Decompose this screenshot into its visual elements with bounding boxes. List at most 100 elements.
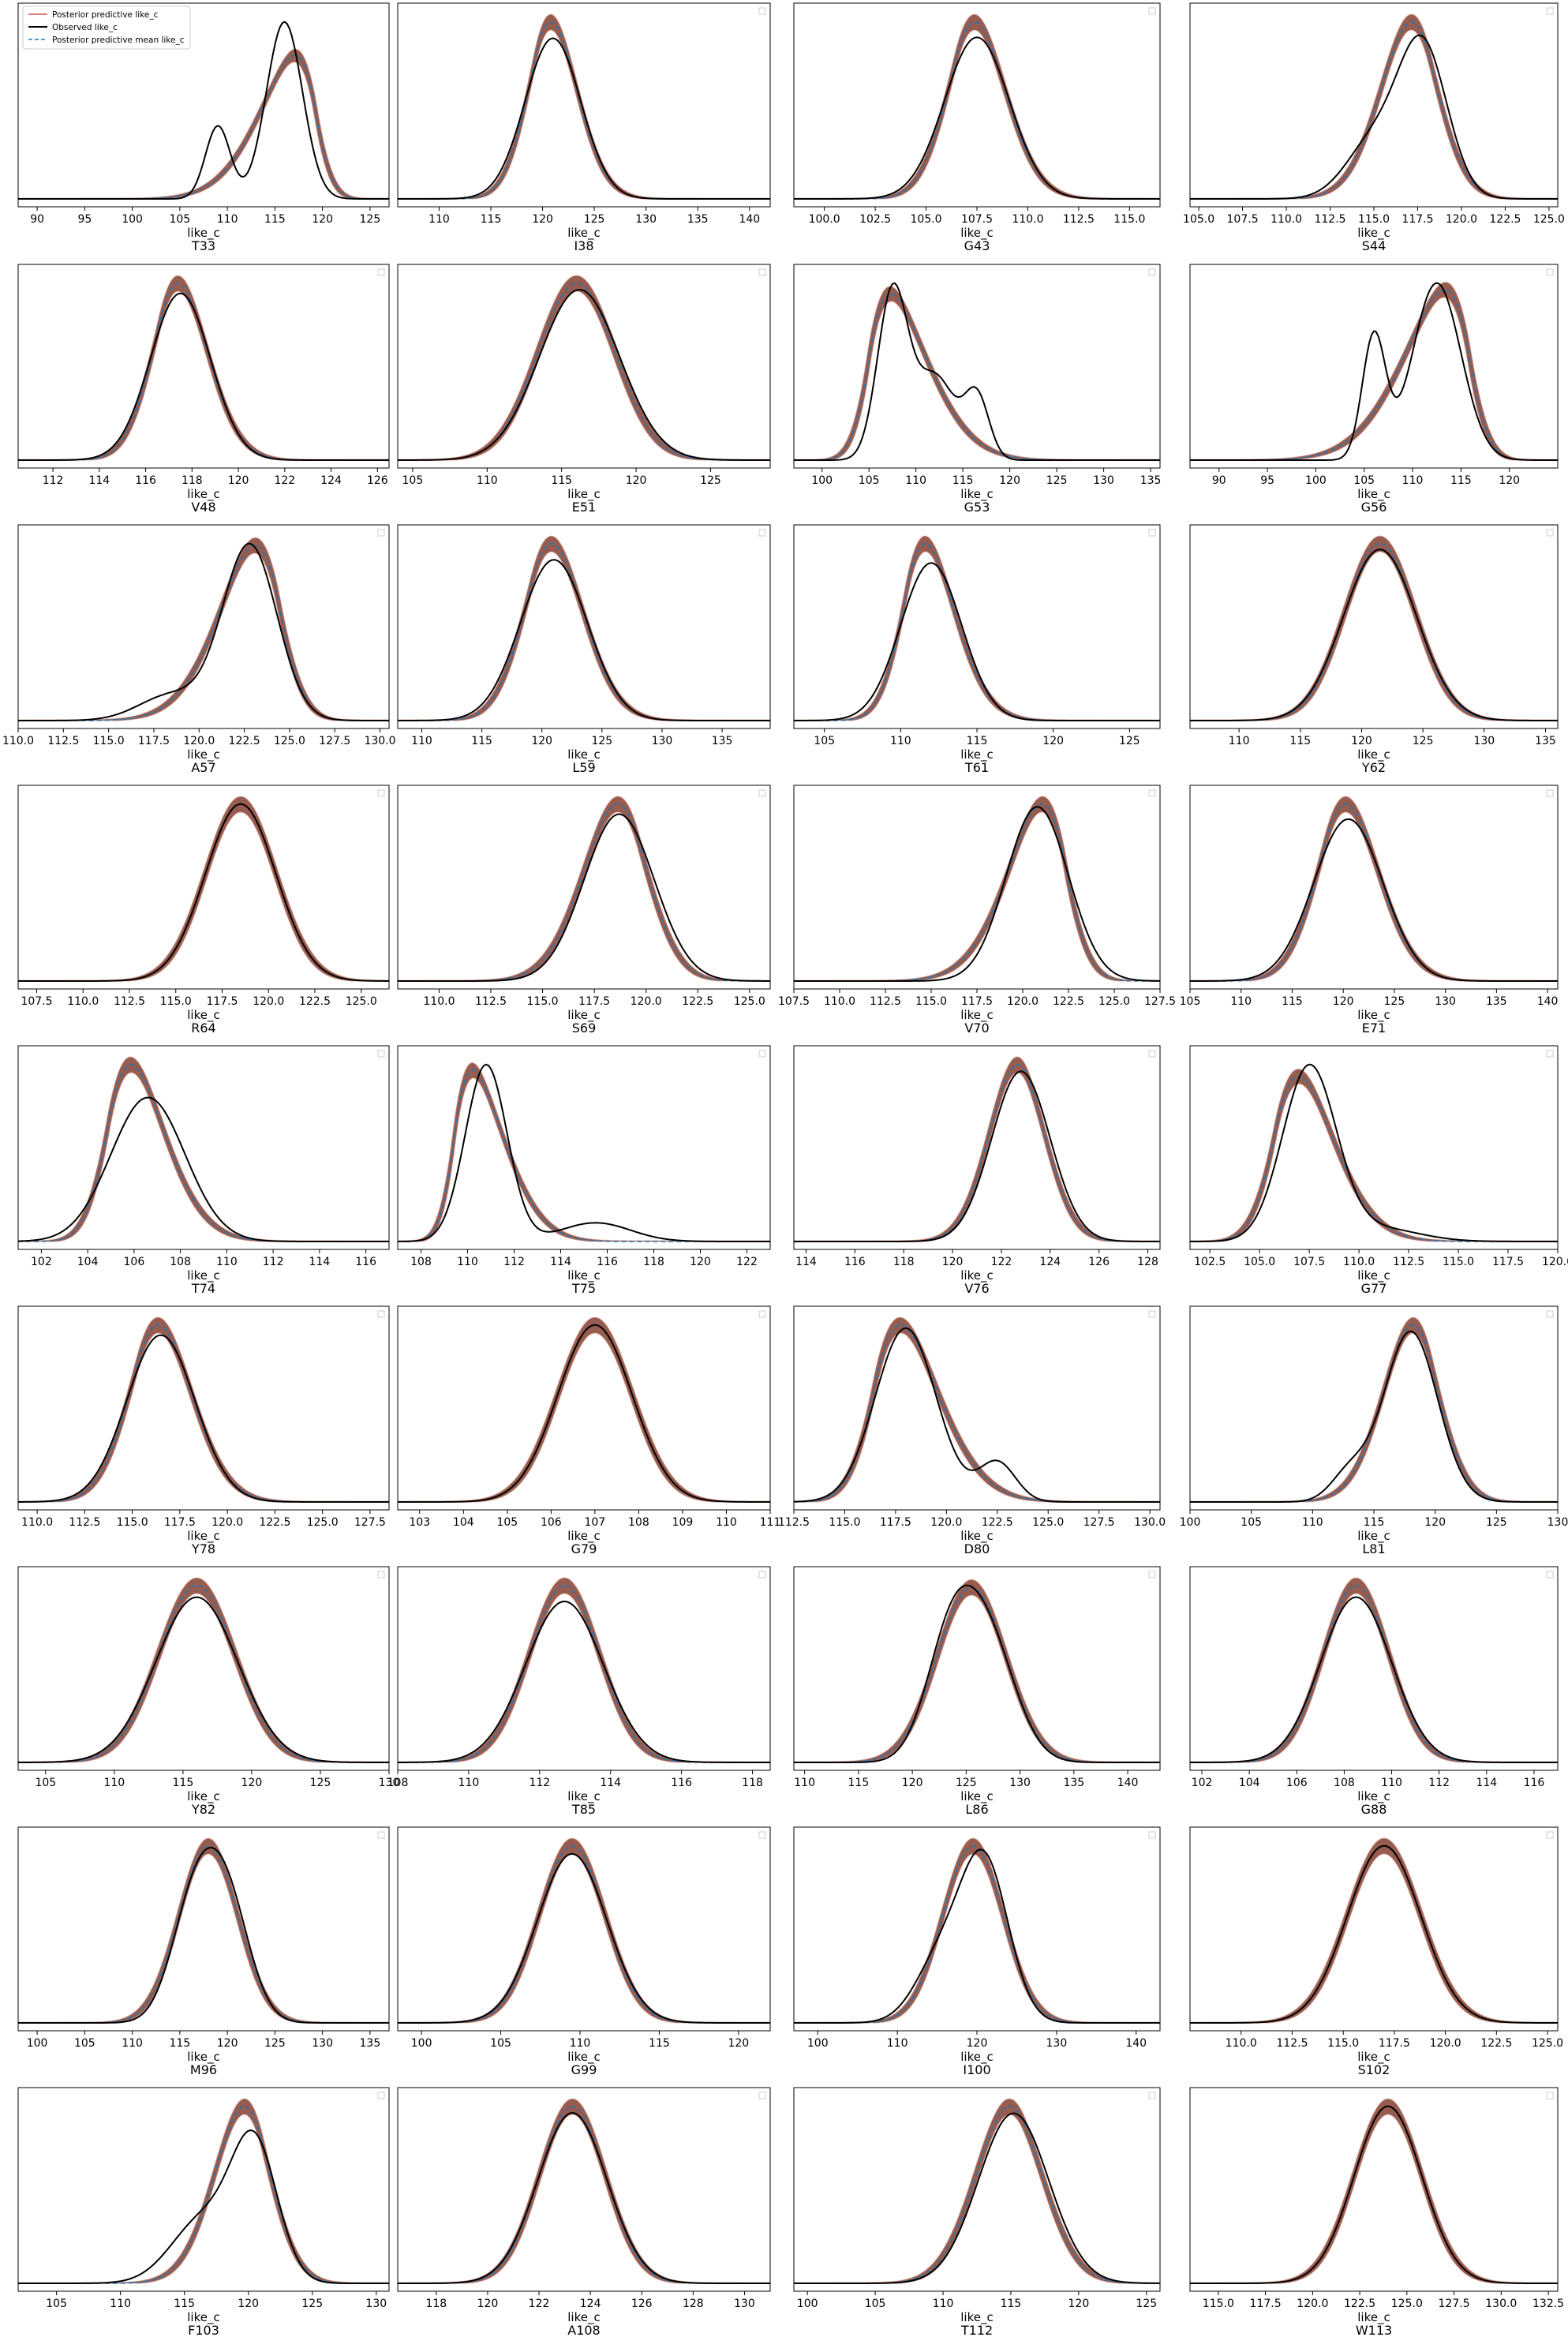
empty-legend-box [377, 789, 385, 797]
empty-legend-box [758, 1310, 766, 1318]
x-tick-label: 110 [1402, 474, 1424, 487]
x-axis-label: like_c [567, 487, 600, 502]
x-tick-label: 110.0 [1012, 213, 1043, 226]
x-axis-label: like_c [187, 226, 219, 241]
x-tick-label: 112.5 [475, 995, 507, 1008]
axes-frame [1189, 524, 1559, 729]
x-tick-label: 110.0 [1343, 1256, 1375, 1268]
x-axis-label: like_c [1357, 1008, 1390, 1023]
empty-legend-box [1546, 1050, 1554, 1058]
x-tick-label: 125 [1046, 474, 1068, 487]
panel-title: V48 [191, 500, 215, 515]
x-tick-label: 112.5 [1276, 2037, 1308, 2050]
x-axis-label: like_c [960, 487, 993, 502]
x-tick-label: 126 [631, 2298, 653, 2310]
x-tick-label: 115.0 [160, 995, 192, 1008]
panel-title: T112 [960, 2323, 993, 2338]
x-tick-label: 110.0 [2, 735, 34, 747]
observed-line [793, 36, 1161, 200]
observed-line [1190, 1845, 1559, 2024]
x-tick-label: 115.0 [117, 1516, 148, 1529]
x-tick-label: 125 [310, 1777, 331, 1789]
empty-legend-box [377, 2092, 385, 2099]
panel-title: G88 [1361, 1802, 1387, 1817]
panel-title: G77 [1361, 1281, 1387, 1296]
observed-line [1190, 2105, 1559, 2284]
panel-s44: 105.0 107.5 110.0 112.5 115.0 117.5 120.0 122.5… [1183, 2, 1565, 253]
panel-title: T75 [571, 1281, 596, 1296]
x-tick-label: 118 [893, 1256, 915, 1268]
panel-title: V70 [964, 1021, 989, 1036]
x-tick-label: 125 [1486, 1516, 1507, 1529]
x-tick-label: 95 [77, 213, 92, 226]
axes-frame [397, 524, 771, 729]
observed-line [397, 1601, 770, 1763]
panel-title: I100 [963, 2062, 990, 2077]
x-tick-label: 110 [477, 474, 498, 487]
observed-line [17, 542, 390, 721]
legend-label: Posterior predictive like_c [52, 10, 159, 20]
x-tick-label: 110 [458, 1777, 480, 1789]
x-tick-label: 132.5 [1532, 2298, 1564, 2310]
axes-frame [793, 1566, 1161, 1771]
x-tick-label: 102 [1192, 1777, 1213, 1789]
posterior-mean-line [1190, 2105, 1559, 2284]
x-tick-label: 120 [1499, 474, 1520, 487]
x-tick-label: 126 [367, 474, 388, 487]
x-tick-label: 102.5 [859, 213, 891, 226]
posterior-mean-line [794, 1845, 1160, 2024]
x-tick-label: 122.5 [1344, 2298, 1375, 2310]
x-tick-label: 115.0 [1203, 2298, 1234, 2310]
posterior-mean-line [794, 1586, 1160, 1763]
observed-line [397, 1063, 770, 1242]
x-tick-label: 120 [1333, 995, 1354, 1008]
x-tick-label: 106 [541, 1516, 562, 1529]
panel-title: A57 [191, 760, 215, 775]
x-tick-label: 120 [217, 2037, 238, 2050]
x-tick-label: 100 [27, 2037, 48, 2050]
x-tick-label: 111 [760, 1516, 781, 1529]
panel-title: S69 [572, 1021, 597, 1036]
empty-legend-box [1148, 1310, 1156, 1318]
axes-frame [793, 1045, 1161, 1250]
x-tick-label: 135 [360, 2037, 381, 2050]
x-tick-label: 105 [496, 1516, 518, 1529]
panel-title: T33 [191, 238, 215, 253]
posterior-mean-line [398, 21, 770, 200]
x-tick-label: 115 [967, 735, 988, 747]
empty-legend-box [1546, 1310, 1554, 1318]
x-axis-label: like_c [187, 2050, 219, 2065]
x-axis-label: like_c [187, 2310, 219, 2325]
x-tick-label: 110.0 [423, 995, 455, 1008]
x-tick-label: 110 [1229, 735, 1250, 747]
x-axis-label: like_c [1357, 226, 1390, 241]
x-tick-label: 100 [122, 213, 143, 226]
x-axis-label: like_c [187, 1008, 219, 1023]
x-tick-label: 110 [1230, 995, 1252, 1008]
empty-legend-box [758, 1050, 766, 1058]
panel-title: G79 [571, 1541, 597, 1556]
x-tick-label: 108 [1334, 1777, 1355, 1789]
x-tick-label: 105 [814, 735, 835, 747]
x-tick-label: 130 [379, 1777, 400, 1789]
x-tick-label: 117.5 [1492, 1256, 1524, 1268]
posterior-predictive-band [1189, 1316, 1559, 1503]
x-tick-label: 125 [700, 474, 721, 487]
axes-frame [397, 264, 771, 469]
axes-frame [397, 1826, 771, 2032]
x-tick-label: 130 [635, 213, 657, 226]
x-tick-label: 117.5 [578, 995, 610, 1008]
posterior-mean-line [1189, 288, 1559, 461]
x-tick-label: 127.5 [1144, 995, 1176, 1008]
posterior-predictive-band [17, 1577, 390, 1763]
x-tick-label: 115 [1289, 735, 1311, 747]
x-tick-label: 112.5 [870, 995, 901, 1008]
observed-line [793, 562, 1160, 721]
posterior-mean-line [18, 1845, 389, 2024]
